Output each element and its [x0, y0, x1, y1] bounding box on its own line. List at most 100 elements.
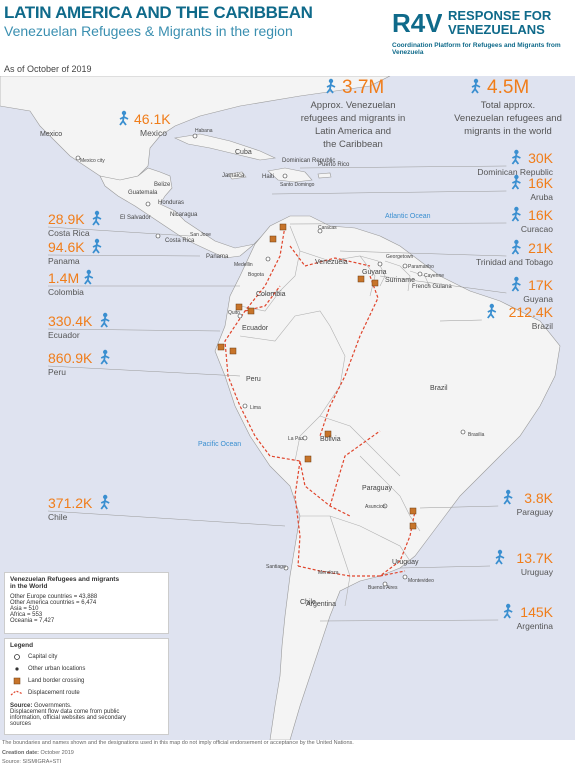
person-walking-icon — [119, 110, 129, 126]
svg-text:R4V: R4V — [392, 8, 442, 38]
legend-label: Displacement route — [28, 690, 80, 696]
world-box-line: Oceania = 7,427 — [10, 618, 55, 624]
callout-line — [47, 254, 201, 257]
person-walking-icon — [511, 206, 521, 222]
person-walking-icon — [84, 269, 94, 285]
border-crossing-marker — [269, 235, 277, 243]
legend-item: Capital city — [10, 653, 163, 661]
label-colombia: Colombia — [256, 291, 286, 298]
person-walking-icon — [326, 78, 336, 94]
label-atlantic-ocean: Atlantic Ocean — [385, 213, 431, 220]
callout-line — [299, 165, 507, 169]
callout-name: Guyana — [523, 294, 553, 304]
person-walking-icon — [511, 239, 521, 255]
logo-text: RESPONSE FOR VENEZUELANS — [448, 9, 551, 37]
legend-label: Capital city — [28, 654, 58, 660]
callout-name: Dominican Republic — [477, 167, 553, 177]
capital-cities — [75, 133, 466, 587]
callout-name: Trinidad and Tobago — [476, 257, 553, 267]
callout-value: 330.4K — [48, 313, 93, 329]
world-box-line: Africa = 553 — [10, 612, 43, 618]
callout-name: Panama — [48, 256, 80, 266]
callout-name: Peru — [48, 367, 66, 377]
land-puerto-rico — [317, 172, 332, 179]
person-walking-icon — [487, 303, 497, 319]
label-bogota: Bogota — [248, 272, 264, 278]
total-latam: 3.7M Approx. Venezuelan refugees and mig… — [301, 77, 406, 150]
callout-value: 17K — [528, 277, 554, 293]
label-guatemala: Guatemala — [128, 190, 158, 196]
label-dominican-republic: Dominican Republic — [282, 158, 335, 164]
label-argentina: Argentina — [306, 601, 336, 608]
total-latam-label1: Approx. Venezuelan — [310, 100, 395, 111]
callout-name: Brazil — [532, 321, 553, 331]
border-crossing-marker — [409, 507, 417, 515]
source-text: Governments. — [34, 703, 72, 709]
disclaimer: The boundaries and names shown and the d… — [2, 740, 354, 746]
label-chile: Chile — [300, 599, 316, 606]
callout-name: Curacao — [521, 224, 553, 234]
label-lima: Lima — [250, 405, 261, 411]
label-uruguay: Uruguay — [392, 559, 419, 566]
label-panama: Panama — [206, 254, 229, 260]
border-crossings — [217, 223, 417, 530]
label-peru: Peru — [246, 376, 261, 383]
label-asuncion: Asuncion — [365, 504, 386, 510]
label-puerto-rico: Puerto Rico — [318, 162, 350, 168]
footer-source: Source: SISMIGRA+STI — [2, 759, 62, 765]
callout-line — [399, 565, 491, 569]
label-brazil: Brazil — [430, 385, 448, 392]
r4v-logo: R4V — [392, 8, 442, 38]
person-walking-icon — [503, 603, 513, 619]
callout-name: Mexico — [140, 128, 167, 138]
callout-name: Colombia — [48, 287, 84, 297]
legend-item: Land border crossing — [10, 677, 163, 685]
border-crossing-marker — [409, 522, 417, 530]
person-walking-icon — [471, 78, 481, 94]
callout-value: 371.2K — [48, 495, 93, 511]
callout-name: Uruguay — [521, 567, 554, 577]
border-crossing-marker — [324, 430, 332, 438]
label-venezuela: Venezuela — [315, 259, 348, 266]
legend-title: Legend — [10, 642, 34, 649]
label-paramaribo: Paramaribo — [408, 264, 434, 270]
source-title: Source: — [10, 703, 33, 709]
label-honduras: Honduras — [158, 200, 184, 206]
person-walking-icon — [495, 549, 505, 565]
label-santiago: Santiago — [266, 564, 286, 570]
label-el-salvador: El Salvador — [120, 215, 151, 221]
world-box-title1: Venezuelan Refugees and migrants — [10, 576, 120, 583]
world-box-line: Asia = 510 — [10, 606, 39, 612]
callout-line — [47, 226, 191, 237]
callout-line — [319, 619, 499, 622]
callout-line — [47, 365, 241, 377]
label-nicaragua: Nicaragua — [170, 212, 198, 218]
callout-name: Chile — [48, 512, 68, 522]
label-brasilia: Brasilia — [468, 432, 485, 438]
callout-value: 145K — [520, 604, 553, 620]
callout-name: Ecuador — [48, 330, 80, 340]
label-mendoza: Mendoza — [318, 570, 339, 576]
total-world: 4.5M Total approx. Venezuelan refugees a… — [454, 77, 562, 137]
land-cuba — [173, 133, 277, 161]
callout-name: Argentina — [517, 621, 554, 631]
callout-name: Aruba — [530, 192, 553, 202]
capital-city-icon — [10, 653, 24, 661]
callout-line — [339, 250, 507, 257]
label-cuba: Cuba — [235, 149, 252, 156]
total-latam-value: 3.7M — [342, 77, 384, 98]
label-ecuador: Ecuador — [242, 325, 269, 332]
legend: Legend Capital city Other urban location… — [4, 638, 169, 735]
label-montevideo: Montevideo — [408, 578, 434, 584]
